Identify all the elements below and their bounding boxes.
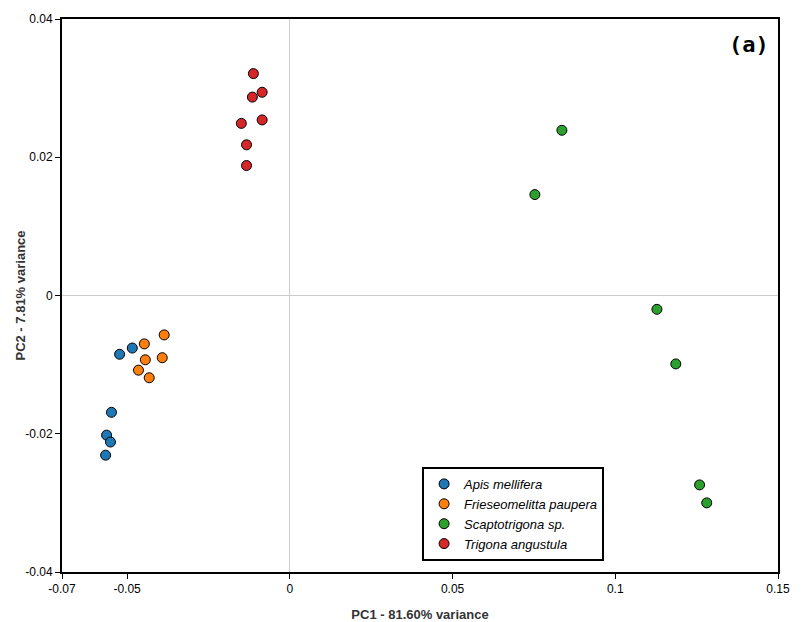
svg-text:0.1: 0.1 [607,582,624,596]
svg-text:PC2 - 7.81% variance: PC2 - 7.81% variance [13,230,28,360]
svg-text:0.04: 0.04 [29,12,53,26]
svg-text:-0.05: -0.05 [113,582,141,596]
svg-text:0.15: 0.15 [766,582,790,596]
svg-text:(a): (a) [729,32,769,57]
svg-text:-0.04: -0.04 [25,565,53,579]
svg-text:Trigona angustula: Trigona angustula [464,537,567,552]
svg-text:PC1 - 81.60% variance: PC1 - 81.60% variance [351,607,488,622]
svg-text:Apis mellifera: Apis mellifera [463,477,542,492]
svg-text:-0.07: -0.07 [48,582,76,596]
svg-text:0.05: 0.05 [441,582,465,596]
svg-text:Frieseomelitta paupera: Frieseomelitta paupera [464,497,597,512]
svg-text:0: 0 [286,582,293,596]
svg-text:Scaptotrigona sp.: Scaptotrigona sp. [464,517,565,532]
svg-text:0.02: 0.02 [29,150,53,164]
svg-text:0: 0 [46,289,53,303]
svg-text:-0.02: -0.02 [25,427,53,441]
